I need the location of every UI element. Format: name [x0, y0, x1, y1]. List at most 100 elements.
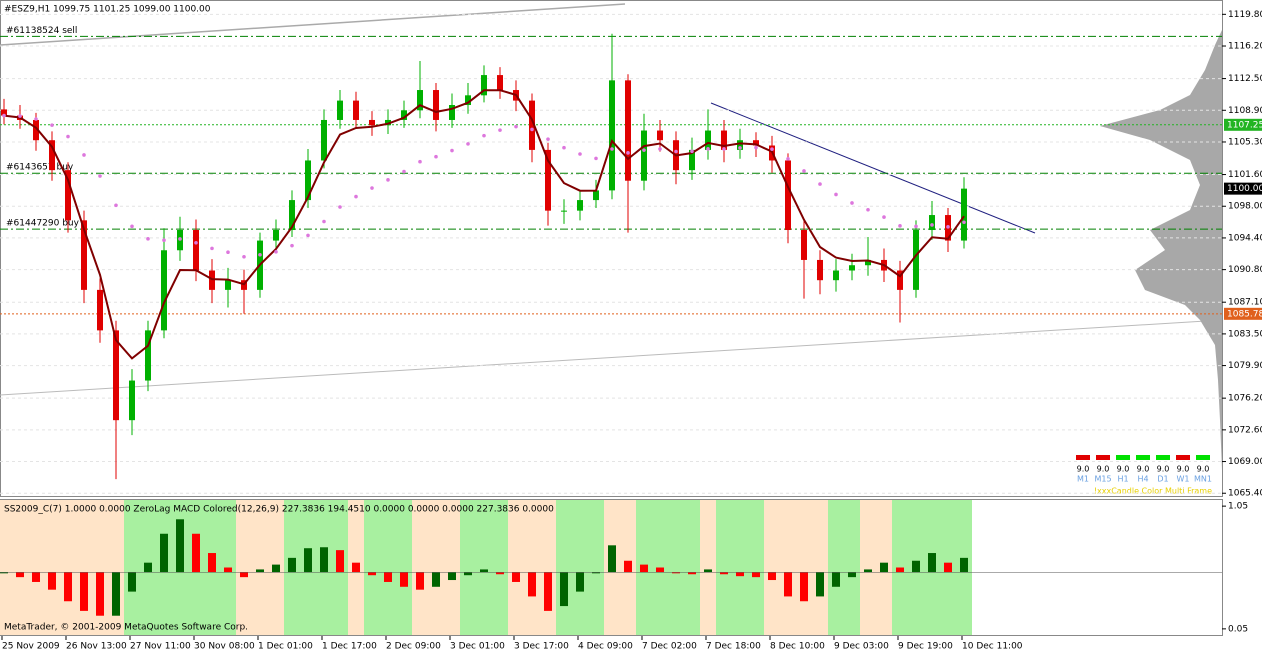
slow-average-dot [530, 127, 534, 132]
candle-body [785, 160, 791, 231]
ss2009-zone [572, 500, 588, 635]
y2-tick-label: 1.05 [1228, 502, 1248, 512]
candle-body [465, 95, 471, 106]
macd-bar [528, 572, 536, 597]
slow-average-dot [610, 147, 614, 151]
candle-body [129, 380, 135, 421]
channel-line [0, 319, 1223, 396]
ss2009-zone [508, 500, 524, 635]
macd-bar [608, 545, 616, 573]
y-tick-label: 1072.60 [1228, 425, 1262, 435]
y-tick-label: 1101.60 [1228, 170, 1262, 180]
order-label: #6143657 buy [6, 163, 74, 173]
slow-average-dot [866, 207, 870, 212]
candle-body [305, 160, 311, 201]
ss2009-zone [236, 500, 252, 635]
slow-average-dot [578, 152, 582, 156]
symbol-header: #ESZ9,H1 1099.75 1101.25 1099.00 1100.00 [4, 5, 211, 15]
slow-average-dot [306, 233, 310, 238]
x-tick-label: 2 Dec 09:00 [386, 642, 441, 652]
macd-bar [496, 572, 504, 575]
slow-average-dot [482, 133, 486, 138]
macd-bar [48, 572, 56, 590]
slow-average-dot [18, 114, 22, 118]
y-tick-label: 1108.90 [1228, 106, 1262, 116]
macd-bar [16, 572, 24, 578]
macd-bar [800, 572, 808, 602]
candle-body [97, 289, 103, 331]
x-tick-label: 25 Nov 2009 [2, 642, 60, 652]
slow-average-dot [194, 240, 198, 245]
macd-bar [832, 572, 840, 587]
macd-bar [160, 533, 168, 573]
slow-average-dot [2, 113, 6, 118]
mtf-box [1136, 455, 1150, 460]
slow-average-dot [210, 246, 214, 251]
x-tick-label: 7 Dec 02:00 [642, 642, 697, 652]
slow-average-dot [722, 147, 726, 151]
candle-body [913, 230, 919, 290]
macd-bar [240, 572, 248, 578]
ss2009-zone [60, 500, 76, 635]
macd-bar [672, 572, 680, 574]
copyright: MetaTrader, © 2001-2009 MetaQuotes Softw… [4, 623, 248, 633]
candle-body [705, 130, 711, 150]
price-label: 1107.25 [1227, 120, 1262, 130]
slow-average-dot [834, 192, 838, 197]
macd-bar [704, 569, 712, 573]
ss2009-zone [828, 500, 844, 635]
ss2009-zone [12, 500, 28, 635]
order-label: #61447290 buy [6, 219, 80, 229]
slow-average-dot [450, 148, 454, 153]
mtf-frame: W1 [1177, 475, 1190, 484]
candle-body [593, 190, 599, 201]
ss2009-zone [412, 500, 428, 635]
y-tick-label: 1098.00 [1228, 202, 1262, 212]
y-tick-label: 1087.10 [1228, 298, 1262, 308]
slow-average-dot [850, 201, 854, 205]
mtf-box [1116, 455, 1130, 460]
slow-average-dot [226, 250, 230, 255]
slow-average-dot [898, 224, 902, 228]
macd-bar [352, 562, 360, 573]
mtf-value: 9.0 [1117, 465, 1130, 474]
macd-bar [112, 572, 120, 616]
mtf-frame: MN1 [1194, 475, 1212, 484]
slow-average-dot [770, 147, 774, 151]
slow-average-dot [354, 194, 358, 199]
candle-body [353, 100, 359, 120]
candle-body [481, 75, 487, 96]
x-tick-label: 30 Nov 08:00 [194, 642, 255, 652]
mtf-value: 9.0 [1157, 465, 1170, 474]
mtf-value: 9.0 [1177, 465, 1190, 474]
y-tick-label: 1079.90 [1228, 361, 1262, 371]
ss2009-zone [380, 500, 396, 635]
macd-bar [944, 562, 952, 573]
candle-body [721, 130, 727, 150]
mtf-frame: M15 [1094, 475, 1111, 484]
slow-average-dot [66, 134, 70, 139]
candle-body [497, 75, 503, 91]
slow-average-dot [418, 159, 422, 164]
slow-average-dot [674, 149, 678, 154]
mtf-box [1196, 455, 1210, 460]
candle-body [49, 140, 55, 171]
mtf-box [1176, 455, 1190, 460]
macd-bar [128, 572, 136, 592]
macd-bar [784, 572, 792, 597]
ss2009-zone [860, 500, 876, 635]
ss2009-zone [124, 500, 140, 635]
ss2009-zone [476, 500, 492, 635]
slow-average-dot [882, 215, 886, 219]
ss2009-zone [668, 500, 684, 635]
price-label: 1085.78 [1227, 309, 1262, 319]
candle-body [929, 215, 935, 231]
macd-bar [768, 572, 776, 581]
macd-bar [384, 572, 392, 582]
main-pane-frame [0, 0, 1223, 497]
macd-bar [208, 553, 216, 573]
channel-line [0, 3, 626, 46]
slow-average-dot [642, 148, 646, 152]
candle-body [737, 140, 743, 150]
